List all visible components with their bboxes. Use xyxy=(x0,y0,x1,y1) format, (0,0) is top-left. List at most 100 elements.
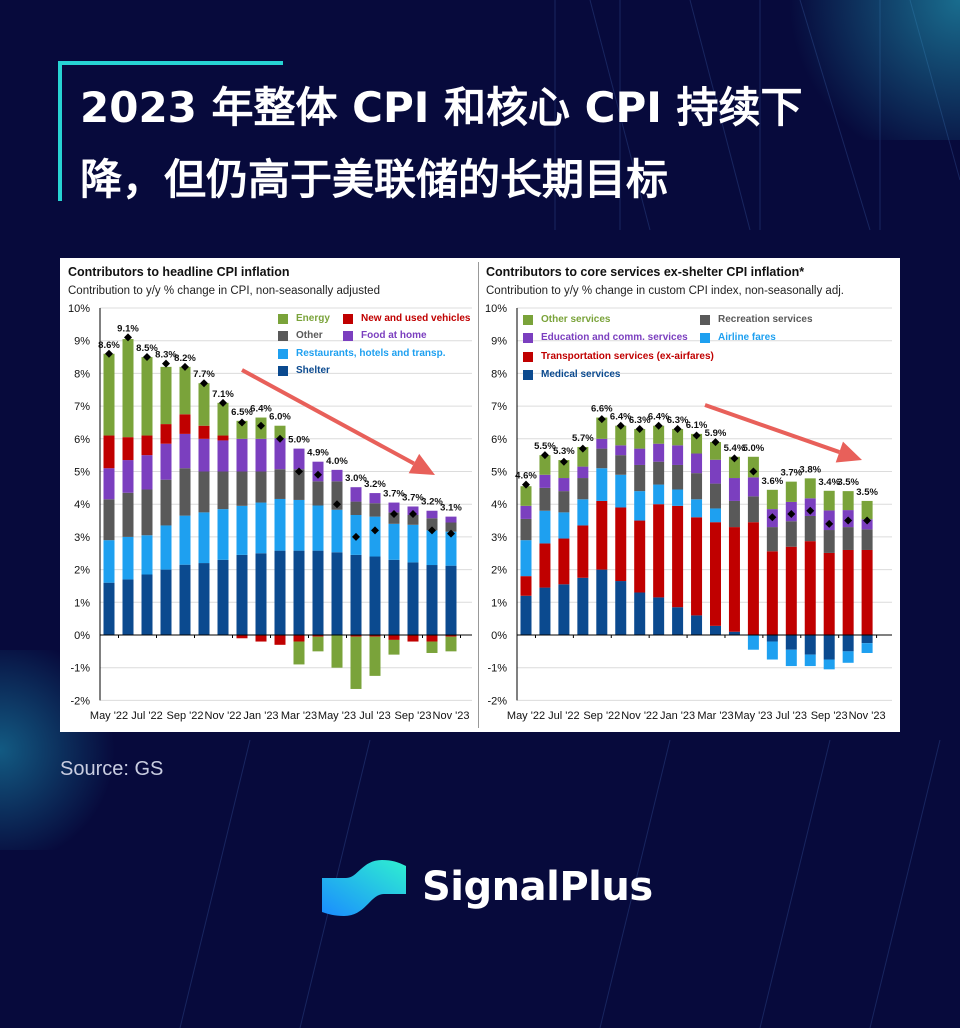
bar-segment xyxy=(388,512,400,524)
data-label: 5.3% xyxy=(553,446,575,457)
legend-transportation: Transportation services (ex-airfares) xyxy=(523,351,714,362)
bar-segment xyxy=(179,468,191,516)
trend-arrow-head xyxy=(408,453,435,475)
chart-subtitle-core: Contribution to y/y % change in custom C… xyxy=(486,285,844,297)
brand-logo: SignalPlus xyxy=(322,856,653,918)
charts-canvas: 10% 9% 8% 7% 6% 5% 4% 3% 2% 1% 0% -1% -2% 8.6% 9.1% 8.5… xyxy=(68,303,892,722)
bar-segment xyxy=(577,525,589,578)
x-tick-label: Mar '23 xyxy=(281,710,317,722)
bar-segment xyxy=(198,563,210,635)
data-label: 3.2% xyxy=(421,497,443,508)
bar-segment xyxy=(823,552,835,635)
bar-segment xyxy=(766,527,778,552)
data-label: 9.1% xyxy=(117,323,139,334)
chart-title-headline: Contributors to headline CPI inflation xyxy=(68,265,290,279)
bar-segment xyxy=(122,536,134,580)
data-label: 6.6% xyxy=(591,404,613,415)
data-label: 3.5% xyxy=(856,487,878,498)
bar-segment xyxy=(236,471,248,506)
bar-segment xyxy=(179,433,191,469)
bar-segment xyxy=(141,489,153,536)
total-marker xyxy=(635,424,644,433)
legend-education: Education and comm. services xyxy=(523,332,688,343)
bar-segment xyxy=(274,550,286,635)
bar-segment xyxy=(331,469,343,482)
bar-segment xyxy=(388,502,400,513)
data-label: 6.3% xyxy=(629,415,651,426)
bar-segment xyxy=(217,402,229,436)
y-tick-label: 9% xyxy=(74,336,90,348)
chart-divider xyxy=(478,262,479,728)
bar-segment xyxy=(122,460,134,493)
bar-segment xyxy=(577,577,589,635)
source-note: Source: GS xyxy=(60,758,164,780)
bar-segment xyxy=(198,512,210,564)
data-label: 6.1% xyxy=(686,420,708,431)
legend-medical: Medical services xyxy=(523,369,621,380)
bar-segment xyxy=(350,636,362,689)
x-tick-label: Jan '23 xyxy=(243,710,278,722)
bar-segment xyxy=(236,635,248,639)
bar-segment xyxy=(634,464,646,492)
bar-segment xyxy=(293,469,305,500)
total-marker xyxy=(238,418,246,427)
bar-segment xyxy=(369,636,381,676)
bar-segment xyxy=(369,556,381,635)
total-marker xyxy=(333,500,341,509)
bar-segment xyxy=(520,486,532,506)
bar-segment xyxy=(122,492,134,537)
bar-segment xyxy=(804,654,816,667)
data-label: 3.8% xyxy=(799,464,821,475)
total-marker xyxy=(616,421,625,430)
legend-shelter: Shelter xyxy=(278,365,330,376)
bar-segment xyxy=(369,516,381,557)
bar-segment xyxy=(842,527,854,550)
bar-segment xyxy=(596,448,608,469)
data-label: 3.2% xyxy=(364,479,386,490)
bar-segment xyxy=(217,559,229,635)
y-tick-label: 5% xyxy=(491,467,507,479)
bar-segment xyxy=(350,554,362,635)
bar-segment xyxy=(672,505,684,608)
data-label: 6.3% xyxy=(667,415,689,426)
bar-segment xyxy=(804,478,816,499)
bar-segment xyxy=(539,587,551,635)
x-tick-label: Sep '22 xyxy=(167,710,204,722)
bar-segment xyxy=(520,540,532,577)
y-tick-label: 10% xyxy=(485,303,507,315)
y-tick-label: 2% xyxy=(74,565,90,577)
bar-segment xyxy=(539,510,551,544)
x-tick-label: Sep '22 xyxy=(583,710,620,722)
bar-segment xyxy=(160,424,172,444)
total-marker xyxy=(447,529,455,538)
y-tick-label: 0% xyxy=(491,630,507,642)
bar-segment xyxy=(558,491,570,513)
data-label: 4.0% xyxy=(326,456,348,467)
bar-segment xyxy=(672,464,684,490)
bar-segment xyxy=(160,479,172,526)
legend-other: Other xyxy=(278,330,323,341)
y-tick-label: -2% xyxy=(487,695,507,707)
total-marker xyxy=(522,480,530,489)
bar-segment xyxy=(747,477,759,497)
y-tick-label: 2% xyxy=(491,565,507,577)
bar-segment xyxy=(634,491,646,521)
bar-segment xyxy=(407,562,419,635)
bar-segment xyxy=(103,499,115,541)
bar-segment xyxy=(653,484,665,505)
bar-segment xyxy=(747,522,759,635)
x-tick-label: Jul '23 xyxy=(359,710,390,722)
bar-segment xyxy=(179,414,191,434)
title-line-1: 2023 年整体 CPI 和核心 CPI 持续下 xyxy=(80,83,803,132)
bar-segment xyxy=(747,496,759,523)
bar-segment xyxy=(388,639,400,655)
total-marker xyxy=(749,467,758,476)
y-tick-label: -1% xyxy=(487,663,507,675)
bar-segment xyxy=(331,481,343,510)
bar-segment xyxy=(634,448,646,465)
bar-segment xyxy=(842,651,854,663)
x-tick-label: May '23 xyxy=(734,710,772,722)
bar-segment xyxy=(653,597,665,635)
bar-segment xyxy=(369,635,381,637)
bar-segment xyxy=(691,473,703,500)
